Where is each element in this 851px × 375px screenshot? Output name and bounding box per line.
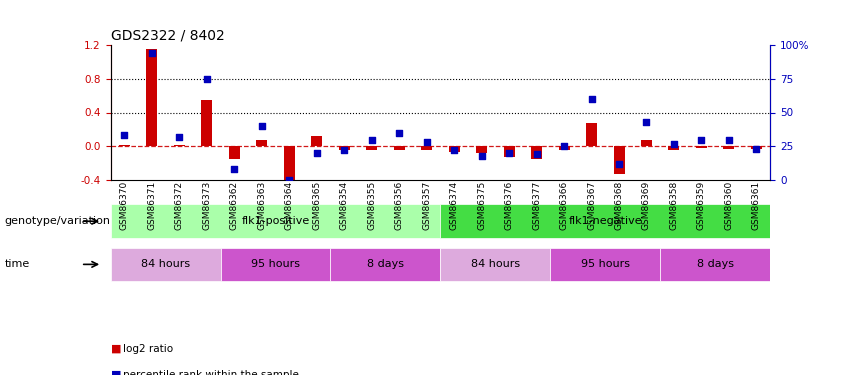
Bar [229, 146, 240, 159]
Text: GSM86364: GSM86364 [285, 181, 294, 230]
Bar [751, 146, 762, 149]
Bar [283, 146, 294, 193]
Text: 95 hours: 95 hours [251, 260, 300, 269]
Text: GSM86368: GSM86368 [614, 181, 624, 230]
Point [145, 50, 158, 56]
Point [475, 153, 488, 159]
Bar [441, 204, 770, 238]
Point [612, 161, 625, 167]
Text: time: time [4, 260, 30, 269]
Text: GSM86374: GSM86374 [449, 181, 459, 230]
Text: GDS2322 / 8402: GDS2322 / 8402 [111, 28, 225, 42]
Text: GSM86358: GSM86358 [670, 181, 678, 230]
Text: 8 days: 8 days [367, 260, 404, 269]
Bar [366, 146, 377, 150]
Bar [551, 248, 660, 281]
Point [283, 177, 296, 183]
Text: log2 ratio: log2 ratio [123, 344, 174, 354]
Text: 8 days: 8 days [697, 260, 734, 269]
Point [227, 166, 241, 172]
Bar [174, 145, 185, 146]
Point [392, 130, 406, 136]
Bar [111, 204, 440, 238]
Text: GSM86365: GSM86365 [312, 181, 321, 230]
Bar [669, 146, 679, 150]
Text: GSM86367: GSM86367 [587, 181, 596, 230]
Text: GSM86372: GSM86372 [174, 181, 184, 230]
Bar [441, 248, 551, 281]
Text: flk1-negative: flk1-negative [568, 216, 643, 226]
Bar [330, 248, 440, 281]
Bar [531, 146, 542, 159]
Bar [111, 248, 220, 281]
Point [365, 136, 379, 142]
Text: GSM86361: GSM86361 [752, 181, 761, 230]
Point [200, 76, 214, 82]
Point [173, 134, 186, 140]
Bar [311, 136, 323, 146]
Bar [641, 140, 652, 146]
Point [750, 146, 763, 152]
Text: 84 hours: 84 hours [141, 260, 190, 269]
Bar [256, 140, 267, 146]
Point [502, 150, 516, 156]
Bar [220, 248, 330, 281]
Text: GSM86371: GSM86371 [147, 181, 157, 230]
Text: GSM86359: GSM86359 [697, 181, 706, 230]
Text: GSM86377: GSM86377 [532, 181, 541, 230]
Point [557, 143, 571, 149]
Bar [660, 248, 770, 281]
Text: 84 hours: 84 hours [471, 260, 520, 269]
Point [640, 119, 654, 125]
Text: GSM86363: GSM86363 [257, 181, 266, 230]
Text: GSM86366: GSM86366 [560, 181, 568, 230]
Point [530, 152, 544, 157]
Text: flk1-positive: flk1-positive [242, 216, 310, 226]
Bar [202, 100, 212, 146]
Point [420, 139, 433, 145]
Text: ■: ■ [111, 344, 121, 354]
Point [337, 147, 351, 153]
Bar [614, 146, 625, 174]
Point [667, 141, 681, 147]
Bar [394, 146, 405, 150]
Text: genotype/variation: genotype/variation [4, 216, 111, 226]
Bar [558, 146, 569, 150]
Point [694, 136, 708, 142]
Text: GSM86362: GSM86362 [230, 181, 239, 230]
Text: 95 hours: 95 hours [580, 260, 630, 269]
Bar [448, 146, 460, 152]
Text: GSM86369: GSM86369 [642, 181, 651, 230]
Text: percentile rank within the sample: percentile rank within the sample [123, 370, 300, 375]
Text: GSM86375: GSM86375 [477, 181, 486, 230]
Point [448, 147, 461, 153]
Bar [146, 49, 157, 146]
Text: GSM86355: GSM86355 [367, 181, 376, 230]
Bar [586, 123, 597, 146]
Point [255, 123, 269, 129]
Text: GSM86370: GSM86370 [120, 181, 129, 230]
Text: GSM86376: GSM86376 [505, 181, 514, 230]
Point [722, 136, 736, 142]
Text: GSM86360: GSM86360 [724, 181, 734, 230]
Text: ■: ■ [111, 370, 121, 375]
Point [117, 132, 131, 138]
Text: GSM86354: GSM86354 [340, 181, 349, 230]
Bar [504, 146, 515, 157]
Text: GSM86356: GSM86356 [395, 181, 403, 230]
Text: GSM86357: GSM86357 [422, 181, 431, 230]
Bar [421, 146, 432, 150]
Point [585, 96, 598, 102]
Bar [119, 145, 130, 146]
Bar [339, 146, 350, 150]
Bar [476, 146, 487, 153]
Bar [723, 146, 734, 149]
Point [310, 150, 323, 156]
Text: GSM86373: GSM86373 [203, 181, 211, 230]
Bar [696, 146, 707, 148]
